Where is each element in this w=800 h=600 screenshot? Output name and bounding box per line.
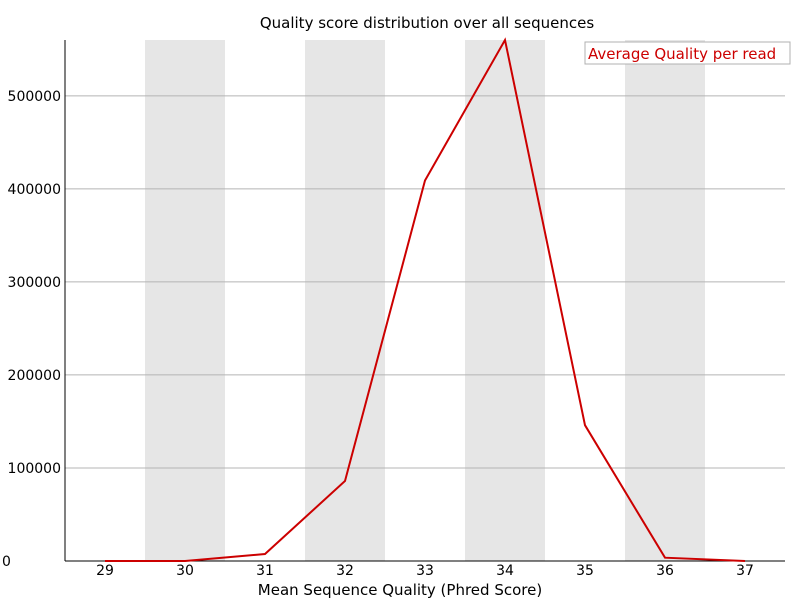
y-tick-label: 0 [2, 554, 11, 570]
x-tick-label: 30 [176, 563, 194, 579]
series-line [105, 37, 746, 562]
chart-title: Quality score distribution over all sequ… [260, 14, 594, 32]
x-tick-label: 36 [656, 563, 674, 579]
legend-entry: Average Quality per read [588, 45, 776, 63]
y-tick-label: 300000 [8, 275, 61, 291]
shaded-band [145, 40, 225, 561]
legend: Average Quality per read [584, 41, 791, 65]
x-tick-label: 37 [736, 563, 754, 579]
x-tick-label: 34 [496, 563, 514, 579]
x-tick-labels: 29 30 31 32 33 34 35 36 37 [96, 563, 754, 579]
x-tick-label: 35 [576, 563, 594, 579]
y-tick-label: 500000 [8, 89, 61, 105]
shaded-bands [145, 40, 705, 561]
x-tick-label: 31 [256, 563, 274, 579]
y-tick-label: 400000 [8, 182, 61, 198]
series-lines [105, 37, 746, 562]
shaded-band [305, 40, 385, 561]
horizontal-gridlines [65, 95, 785, 469]
shaded-band [465, 40, 545, 561]
shaded-band [625, 40, 705, 561]
x-tick-label: 33 [416, 563, 434, 579]
x-tick-label: 29 [96, 563, 114, 579]
x-tick-label: 32 [336, 563, 354, 579]
y-tick-label: 100000 [8, 461, 61, 477]
legend-box [584, 41, 791, 65]
y-tick-labels: 0 100000 200000 300000 400000 500000 [2, 89, 61, 570]
y-tick-label: 200000 [8, 368, 61, 384]
x-axis-label: Mean Sequence Quality (Phred Score) [258, 581, 542, 599]
